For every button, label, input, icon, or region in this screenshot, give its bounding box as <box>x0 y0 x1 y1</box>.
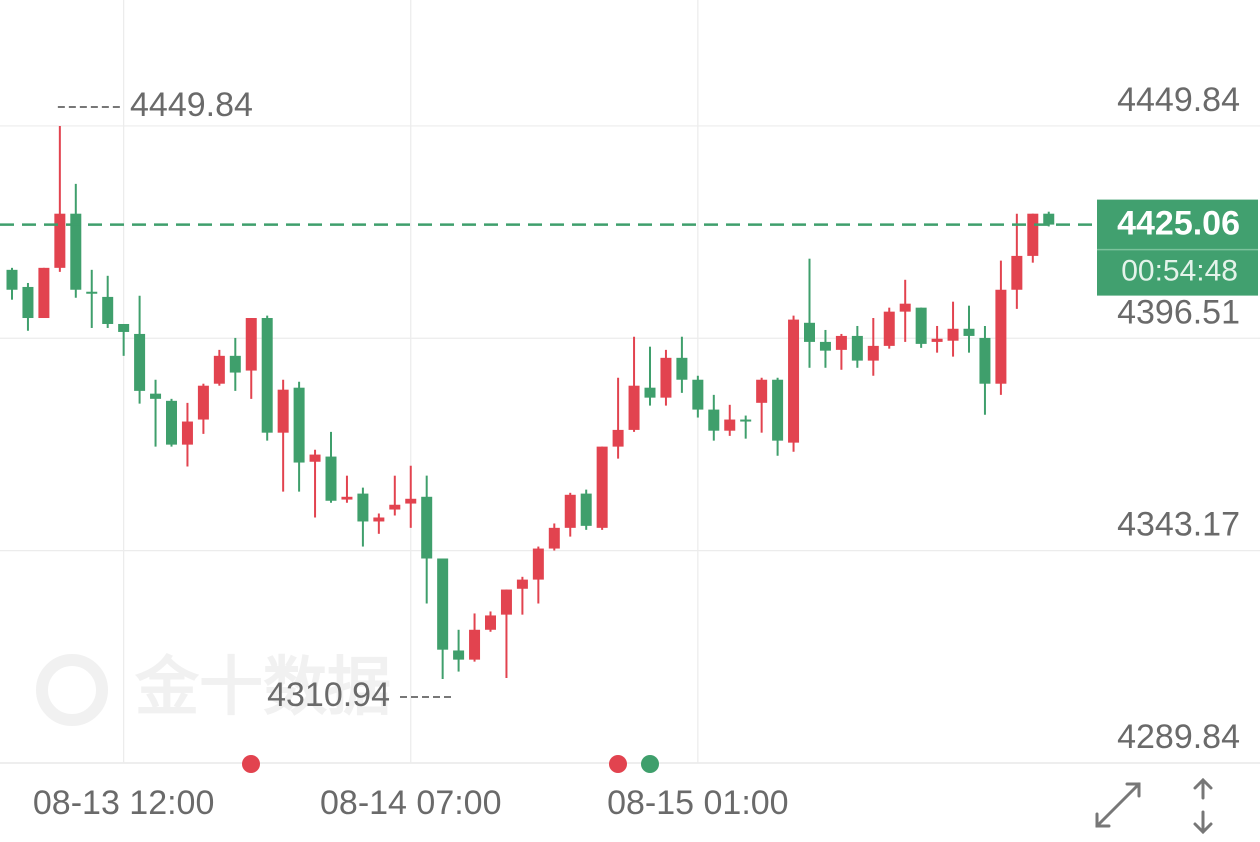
candle-body <box>70 213 82 290</box>
x-tick-label: 08-13 12:00 <box>33 784 215 822</box>
candle-body <box>389 504 401 510</box>
current-price-label: 4425.06 <box>1117 205 1240 243</box>
plot: 4449.84 4396.51 4343.17 4289.84 08-13 12:00 0… <box>0 0 1260 822</box>
candle-body <box>804 322 815 342</box>
candle-body <box>724 419 736 431</box>
candle-body <box>277 389 289 433</box>
candle-body <box>772 379 784 441</box>
x-tick-label: 08-14 07:00 <box>320 784 502 822</box>
candle-body <box>181 421 193 445</box>
candle-body <box>118 323 130 332</box>
candle-body <box>437 558 449 650</box>
candle-body <box>851 335 863 361</box>
candle-body <box>469 629 481 660</box>
candle-body <box>166 400 177 445</box>
candle-body <box>373 517 385 522</box>
candle-body <box>453 650 465 660</box>
candle-body <box>899 303 911 312</box>
candle-body <box>644 387 656 398</box>
candle-body <box>485 615 496 630</box>
candle-body <box>309 454 321 462</box>
y-tick-label: 4343.17 <box>1117 506 1240 544</box>
candle-body <box>229 355 241 373</box>
candle-body <box>867 345 879 361</box>
candle-body <box>756 379 768 403</box>
candle-body <box>564 494 576 528</box>
candle-body <box>819 341 831 351</box>
candle-body <box>692 379 704 410</box>
candle-body <box>580 493 592 526</box>
watermark-logo <box>36 654 108 726</box>
event-marker[interactable] <box>242 755 260 773</box>
candle-body <box>676 357 688 380</box>
candle-body <box>532 548 544 580</box>
x-tick-label: 08-15 01:00 <box>607 784 789 822</box>
watermark-text: 金十数据 <box>134 651 391 723</box>
candle-body <box>947 328 959 341</box>
candle-body <box>38 267 50 319</box>
candle-body <box>293 387 305 463</box>
candle-body <box>405 498 417 504</box>
candle-body <box>325 456 337 501</box>
candle-body <box>835 335 847 350</box>
scale-icon[interactable] <box>1193 777 1213 835</box>
candle-body <box>357 493 369 522</box>
event-marker[interactable] <box>609 755 627 773</box>
candle-body <box>421 496 433 559</box>
candle-body <box>213 355 225 384</box>
candle-body <box>963 328 975 336</box>
candle-body <box>245 318 257 371</box>
y-tick-label: 4289.84 <box>1117 718 1240 756</box>
expand-icon[interactable] <box>1095 782 1141 828</box>
event-marker[interactable] <box>641 755 659 773</box>
countdown-label: 00:54:48 <box>1121 255 1238 288</box>
candle-body <box>134 333 146 391</box>
candle-body <box>740 419 752 422</box>
watermark: 金十数据 <box>36 651 391 726</box>
candle-body <box>500 589 512 615</box>
candle-body <box>1011 255 1023 290</box>
candle-body <box>788 319 800 443</box>
candle-body <box>628 385 640 430</box>
candle-body <box>1043 213 1055 225</box>
y-tick-label: 4396.51 <box>1117 293 1240 331</box>
candle-body <box>708 409 720 431</box>
candle-body <box>261 318 273 433</box>
candle-body <box>102 296 114 324</box>
candle-body <box>995 289 1007 384</box>
candle-body <box>596 446 608 528</box>
y-tick-label: 4449.84 <box>1117 81 1240 119</box>
candle-body <box>612 429 624 447</box>
price-box <box>1097 199 1258 296</box>
candle-body <box>931 338 943 342</box>
candle-body <box>54 213 66 268</box>
candle-body <box>660 357 672 398</box>
candle-body <box>915 307 927 344</box>
candle-body <box>548 527 560 549</box>
candle-body <box>6 269 18 290</box>
candle-body <box>150 393 162 399</box>
candle-body <box>86 291 98 294</box>
min-label: 4310.94 <box>267 676 390 714</box>
candle-body <box>1027 213 1039 256</box>
max-label: 4449.84 <box>130 86 253 124</box>
candle-body <box>341 496 353 500</box>
candle-body <box>516 579 528 589</box>
candle-body <box>979 337 991 384</box>
candle-body <box>22 286 34 319</box>
candle-body <box>883 311 895 346</box>
candle-body <box>197 385 209 420</box>
